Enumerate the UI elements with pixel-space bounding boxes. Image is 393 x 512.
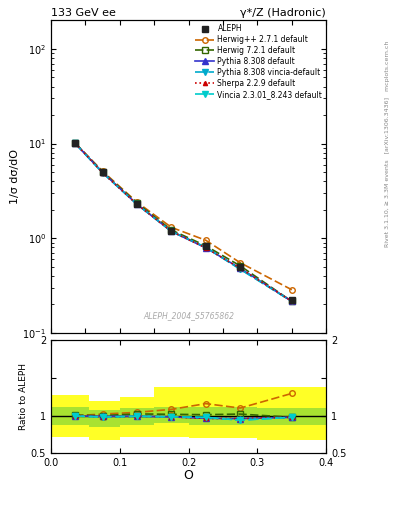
ALEPH (289, 297, 294, 304)
Pythia 8.308 vincia-default (238, 266, 242, 272)
Pythia 8.308 default (73, 140, 77, 146)
Vincia 2.3.01_8.243 default (169, 228, 174, 234)
Sherpa 2.2.9 default (204, 245, 208, 251)
ALEPH (73, 140, 77, 146)
Pythia 8.308 default (135, 201, 140, 207)
Herwig 7.2.1 default (238, 263, 242, 269)
Vincia 2.3.01_8.243 default (238, 266, 242, 272)
Sherpa 2.2.9 default (169, 228, 174, 234)
Vincia 2.3.01_8.243 default (73, 140, 77, 146)
Herwig++ 2.7.1 default (135, 199, 140, 205)
Line: ALEPH: ALEPH (72, 140, 295, 304)
Vincia 2.3.01_8.243 default (135, 201, 140, 207)
Sherpa 2.2.9 default (73, 140, 77, 146)
Pythia 8.308 vincia-default (169, 228, 174, 234)
Line: Sherpa 2.2.9 default: Sherpa 2.2.9 default (73, 141, 294, 304)
Herwig++ 2.7.1 default (238, 260, 242, 266)
Herwig 7.2.1 default (289, 298, 294, 305)
Line: Vincia 2.3.01_8.243 default: Vincia 2.3.01_8.243 default (72, 141, 295, 304)
Sherpa 2.2.9 default (135, 201, 140, 207)
ALEPH (135, 201, 140, 207)
Pythia 8.308 default (100, 169, 105, 176)
Sherpa 2.2.9 default (289, 298, 294, 305)
Herwig++ 2.7.1 default (289, 287, 294, 293)
ALEPH (100, 169, 105, 175)
Herwig++ 2.7.1 default (169, 224, 174, 230)
Line: Herwig 7.2.1 default: Herwig 7.2.1 default (72, 140, 295, 304)
Pythia 8.308 vincia-default (204, 244, 208, 250)
X-axis label: O: O (184, 470, 194, 482)
Sherpa 2.2.9 default (238, 265, 242, 271)
Line: Pythia 8.308 vincia-default: Pythia 8.308 vincia-default (72, 141, 295, 304)
Y-axis label: Ratio to ALEPH: Ratio to ALEPH (19, 364, 28, 430)
Pythia 8.308 default (238, 265, 242, 271)
ALEPH (169, 228, 174, 234)
Herwig 7.2.1 default (73, 140, 77, 146)
Pythia 8.308 vincia-default (135, 201, 140, 207)
Sherpa 2.2.9 default (100, 170, 105, 176)
Line: Pythia 8.308 default: Pythia 8.308 default (72, 141, 295, 304)
ALEPH (204, 243, 208, 249)
Text: ALEPH_2004_S5765862: ALEPH_2004_S5765862 (143, 311, 234, 321)
Vincia 2.3.01_8.243 default (204, 244, 208, 250)
Text: γ*/Z (Hadronic): γ*/Z (Hadronic) (241, 8, 326, 18)
Vincia 2.3.01_8.243 default (100, 170, 105, 176)
Vincia 2.3.01_8.243 default (289, 298, 294, 305)
Herwig 7.2.1 default (100, 169, 105, 175)
Pythia 8.308 vincia-default (73, 140, 77, 146)
Herwig++ 2.7.1 default (73, 140, 77, 146)
Legend: ALEPH, Herwig++ 2.7.1 default, Herwig 7.2.1 default, Pythia 8.308 default, Pythi: ALEPH, Herwig++ 2.7.1 default, Herwig 7.… (194, 23, 324, 100)
Pythia 8.308 default (169, 228, 174, 234)
Y-axis label: 1/σ dσ/dO: 1/σ dσ/dO (9, 149, 20, 204)
Text: Rivet 3.1.10, ≥ 3.3M events   [arXiv:1306.3436]   mcplots.cern.ch: Rivet 3.1.10, ≥ 3.3M events [arXiv:1306.… (385, 40, 389, 247)
Herwig++ 2.7.1 default (100, 168, 105, 174)
Line: Herwig++ 2.7.1 default: Herwig++ 2.7.1 default (72, 140, 295, 292)
Pythia 8.308 default (204, 245, 208, 251)
Pythia 8.308 vincia-default (289, 298, 294, 305)
Herwig 7.2.1 default (135, 200, 140, 206)
ALEPH (238, 264, 242, 270)
Pythia 8.308 default (289, 298, 294, 305)
Herwig 7.2.1 default (204, 243, 208, 249)
Herwig 7.2.1 default (169, 227, 174, 233)
Pythia 8.308 vincia-default (100, 170, 105, 176)
Text: 133 GeV ee: 133 GeV ee (51, 8, 116, 18)
Herwig++ 2.7.1 default (204, 237, 208, 243)
